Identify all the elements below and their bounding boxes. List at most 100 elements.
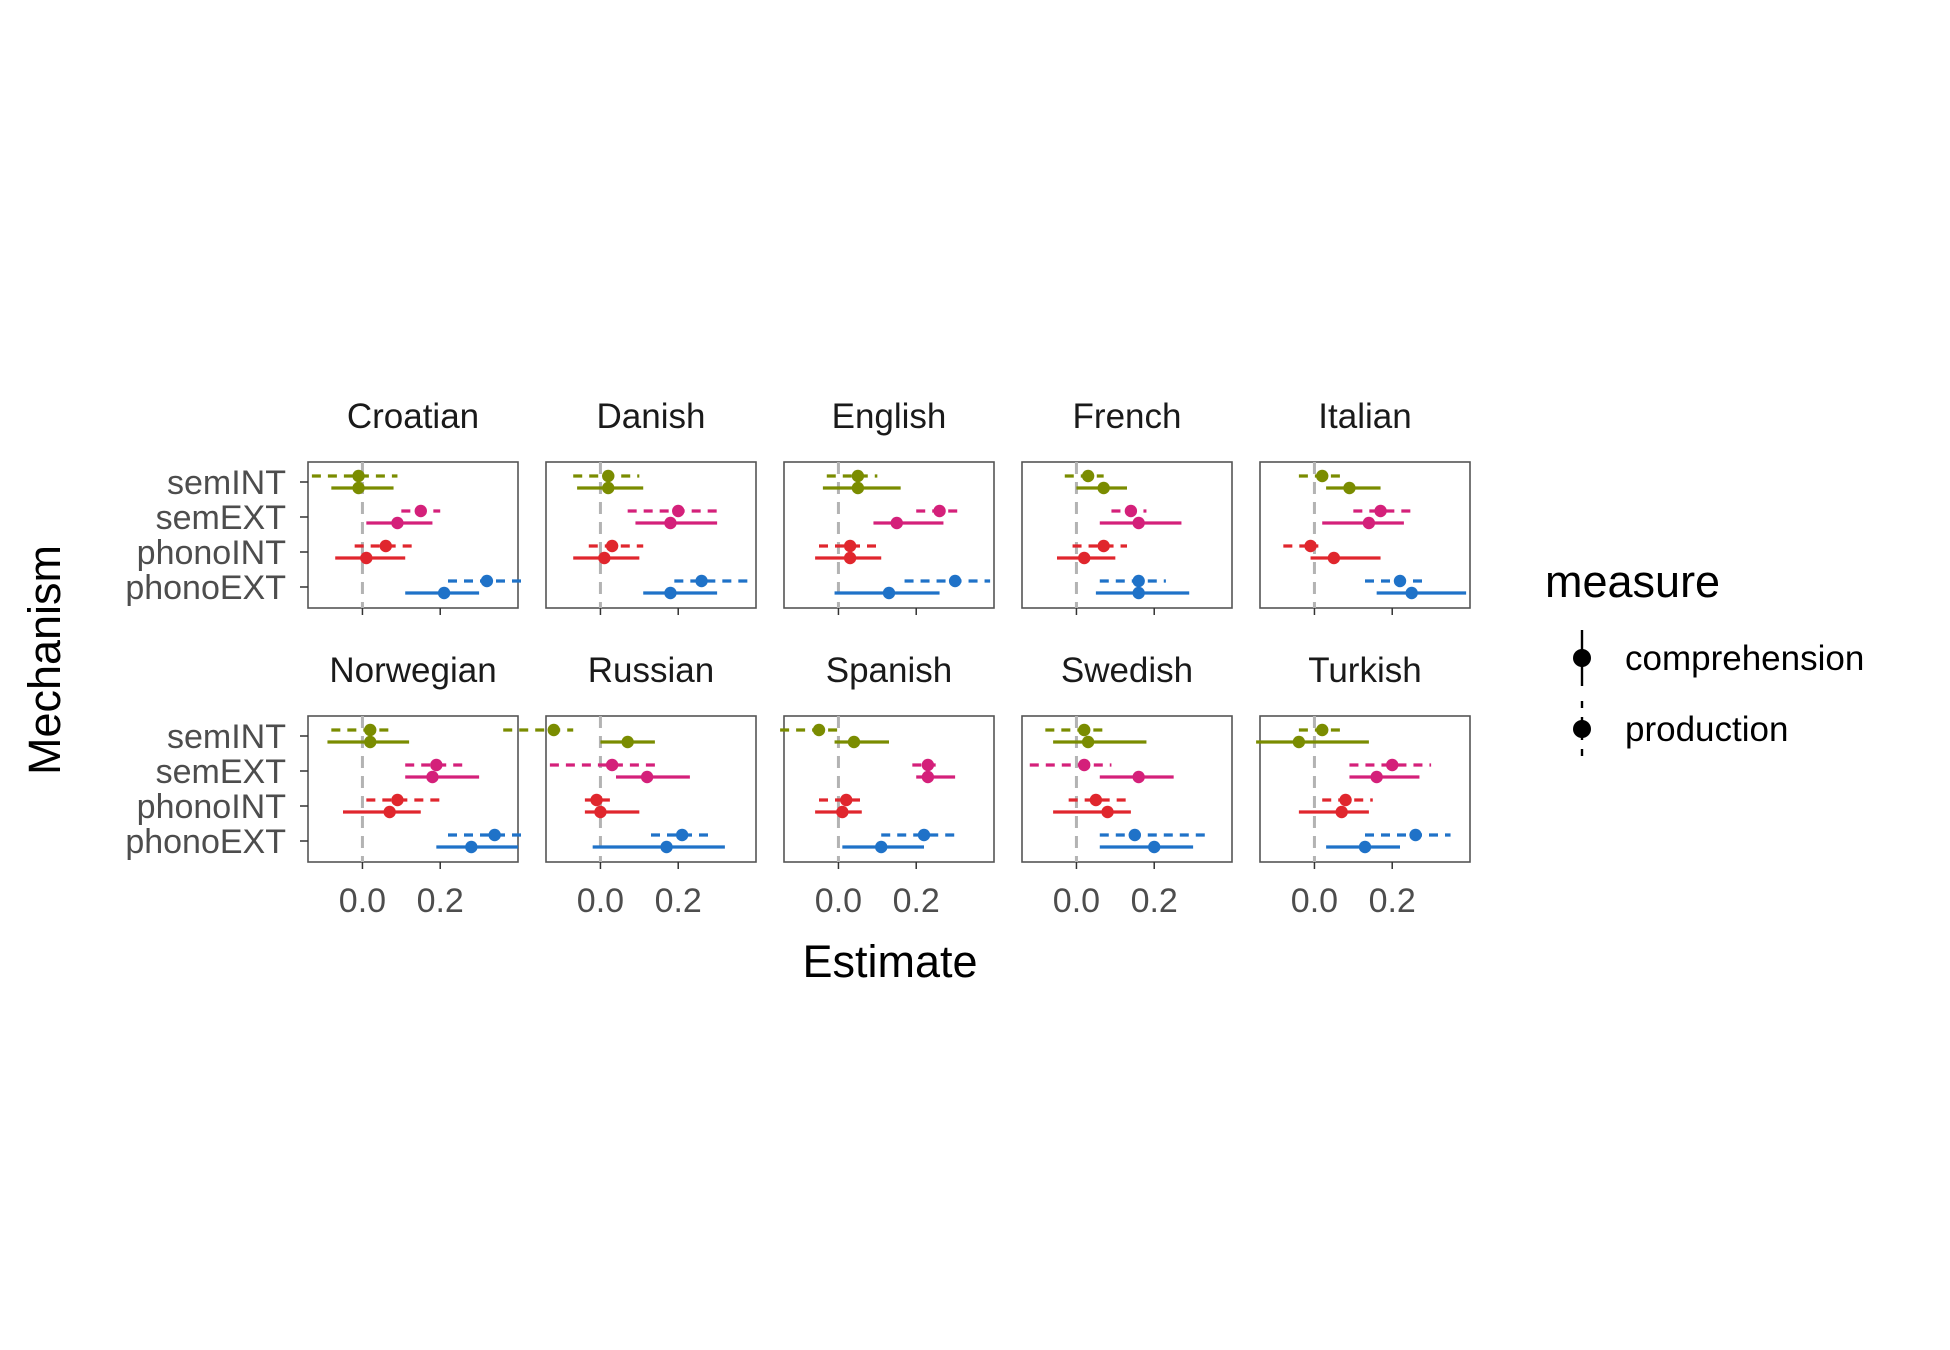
mark-semint-comprehension-point [1343, 481, 1356, 495]
legend-label: comprehension [1625, 639, 1864, 678]
mark-semext-production-point [1124, 504, 1138, 518]
y-tick-label: phonoINT [137, 788, 286, 826]
mark-phonoint-production-point [1304, 539, 1317, 553]
mark-phonoint-production-point [1089, 793, 1103, 807]
panel-italian [1259, 461, 1471, 609]
mark-semint-production-point [1316, 469, 1329, 483]
mark-phonoint-production-point [1097, 539, 1110, 553]
mark-semint-comprehension-point [352, 481, 365, 495]
x-axis-title: Estimate [802, 936, 977, 987]
mark-semint-comprehension-point [1081, 735, 1095, 749]
mark-semext-production-point [1374, 504, 1387, 518]
mark-semext-comprehension-point [1362, 516, 1376, 530]
legend-key-point [1573, 720, 1591, 738]
mark-phonoext-comprehension-point [660, 840, 673, 854]
mark-semint-comprehension-point [364, 735, 377, 749]
y-tick-label: semINT [167, 718, 286, 756]
mark-semext-production-point [605, 758, 619, 772]
mark-semext-production-point [1078, 758, 1091, 772]
y-tick-label: semINT [167, 464, 286, 502]
mark-semint-production-point [812, 723, 826, 737]
mark-semext-comprehension-point [1370, 770, 1383, 784]
facet-english: English [783, 397, 995, 615]
facet-title: French [1073, 397, 1182, 436]
y-tick-label: semEXT [156, 499, 286, 537]
mark-phonoint-comprehension-point [360, 551, 373, 565]
legend-key-point [1573, 649, 1591, 667]
mark-semint-comprehension-point [602, 481, 615, 495]
mark-phonoint-comprehension-point [598, 551, 611, 565]
panel-spanish [783, 715, 995, 863]
facets-layer: Croatian Danish English French Italian Norweg… [307, 397, 1471, 920]
facet-title: English [832, 397, 947, 436]
mark-phonoint-production-point [590, 793, 603, 807]
facet-title: Spanish [826, 651, 952, 690]
facet-croatian: Croatian [307, 397, 522, 615]
mark-semint-production-point [602, 469, 615, 483]
legend-entry-production: production [1573, 701, 1788, 757]
y-axis-title: Mechanism [19, 545, 70, 775]
mark-phonoint-comprehension-point [383, 805, 396, 819]
mark-semint-production-point [1316, 723, 1329, 737]
mark-phonoint-comprehension-point [1327, 551, 1341, 565]
mark-phonoint-comprehension-point [594, 805, 607, 819]
mark-semint-production-point [1078, 723, 1091, 737]
mark-phonoint-production-point [391, 793, 404, 807]
legend-entries: comprehension production [1573, 630, 1864, 757]
facet-title: Croatian [347, 397, 479, 436]
mark-semext-production-point [430, 758, 443, 772]
y-tick-label: phonoEXT [125, 569, 286, 607]
mark-semint-comprehension-point [1292, 735, 1306, 749]
y-tick-label: phonoINT [137, 534, 286, 572]
mark-semint-comprehension-point [1097, 481, 1110, 495]
legend-entry-comprehension: comprehension [1573, 630, 1864, 686]
mark-semext-comprehension-point [1132, 516, 1145, 530]
mark-semint-comprehension-point [851, 481, 865, 495]
mark-semint-comprehension-point [847, 735, 861, 749]
mark-semint-production-point [364, 723, 377, 737]
facet-danish: Danish [545, 397, 757, 615]
mark-phonoext-comprehension-point [875, 840, 888, 854]
panel-english [783, 461, 995, 609]
facet-title: Danish [597, 397, 706, 436]
facet-title: Russian [588, 651, 714, 690]
mark-phonoint-production-point [843, 539, 857, 553]
x-tick-label: 0.2 [655, 882, 702, 920]
x-tick-label: 0.0 [1291, 882, 1338, 920]
mark-semext-comprehension-point [921, 770, 935, 784]
facet-swedish: Swedish 0.0 0.2 [1021, 651, 1233, 920]
mark-semext-comprehension-point [890, 516, 903, 530]
mark-semint-production-point [851, 469, 865, 483]
mark-semext-production-point [921, 758, 935, 772]
panel-russian [545, 715, 757, 863]
mark-semint-comprehension-point [621, 735, 634, 749]
mark-phonoext-comprehension-point [1148, 840, 1161, 854]
facet-title: Italian [1318, 397, 1411, 436]
mark-phonoint-comprehension-point [836, 805, 849, 819]
mark-phonoint-production-point [605, 539, 619, 553]
mark-phonoext-production-point [1132, 574, 1145, 588]
facet-norwegian: Norwegian 0.0 0.2 [307, 651, 526, 920]
mark-semint-production-point [547, 723, 560, 737]
facet-title: Swedish [1061, 651, 1193, 690]
mark-phonoint-comprehension-point [1101, 805, 1114, 819]
mark-phonoint-comprehension-point [1078, 551, 1091, 565]
x-tick-label: 0.0 [339, 882, 386, 920]
facet-russian: Russian 0.0 0.2 [503, 651, 757, 920]
panel-french [1021, 461, 1233, 609]
facet-title: Turkish [1308, 651, 1421, 690]
mark-semext-production-point [933, 504, 946, 518]
mark-phonoext-comprehension-point [1358, 840, 1372, 854]
y-tick-labels-layer: semINTsemEXTphonoINTphonoEXTsemINTsemEXT… [125, 464, 308, 861]
mark-phonoext-production-point [1409, 828, 1422, 842]
x-tick-label: 0.2 [1369, 882, 1416, 920]
mark-semext-production-point [672, 504, 685, 518]
mark-phonoint-production-point [379, 539, 392, 553]
facet-italian: Italian [1259, 397, 1471, 615]
mark-semext-comprehension-point [664, 516, 677, 530]
facet-spanish: Spanish 0.0 0.2 [780, 651, 995, 920]
mark-phonoext-production-point [675, 828, 689, 842]
mark-phonoext-production-point [948, 574, 962, 588]
mark-phonoint-production-point [1339, 793, 1352, 807]
